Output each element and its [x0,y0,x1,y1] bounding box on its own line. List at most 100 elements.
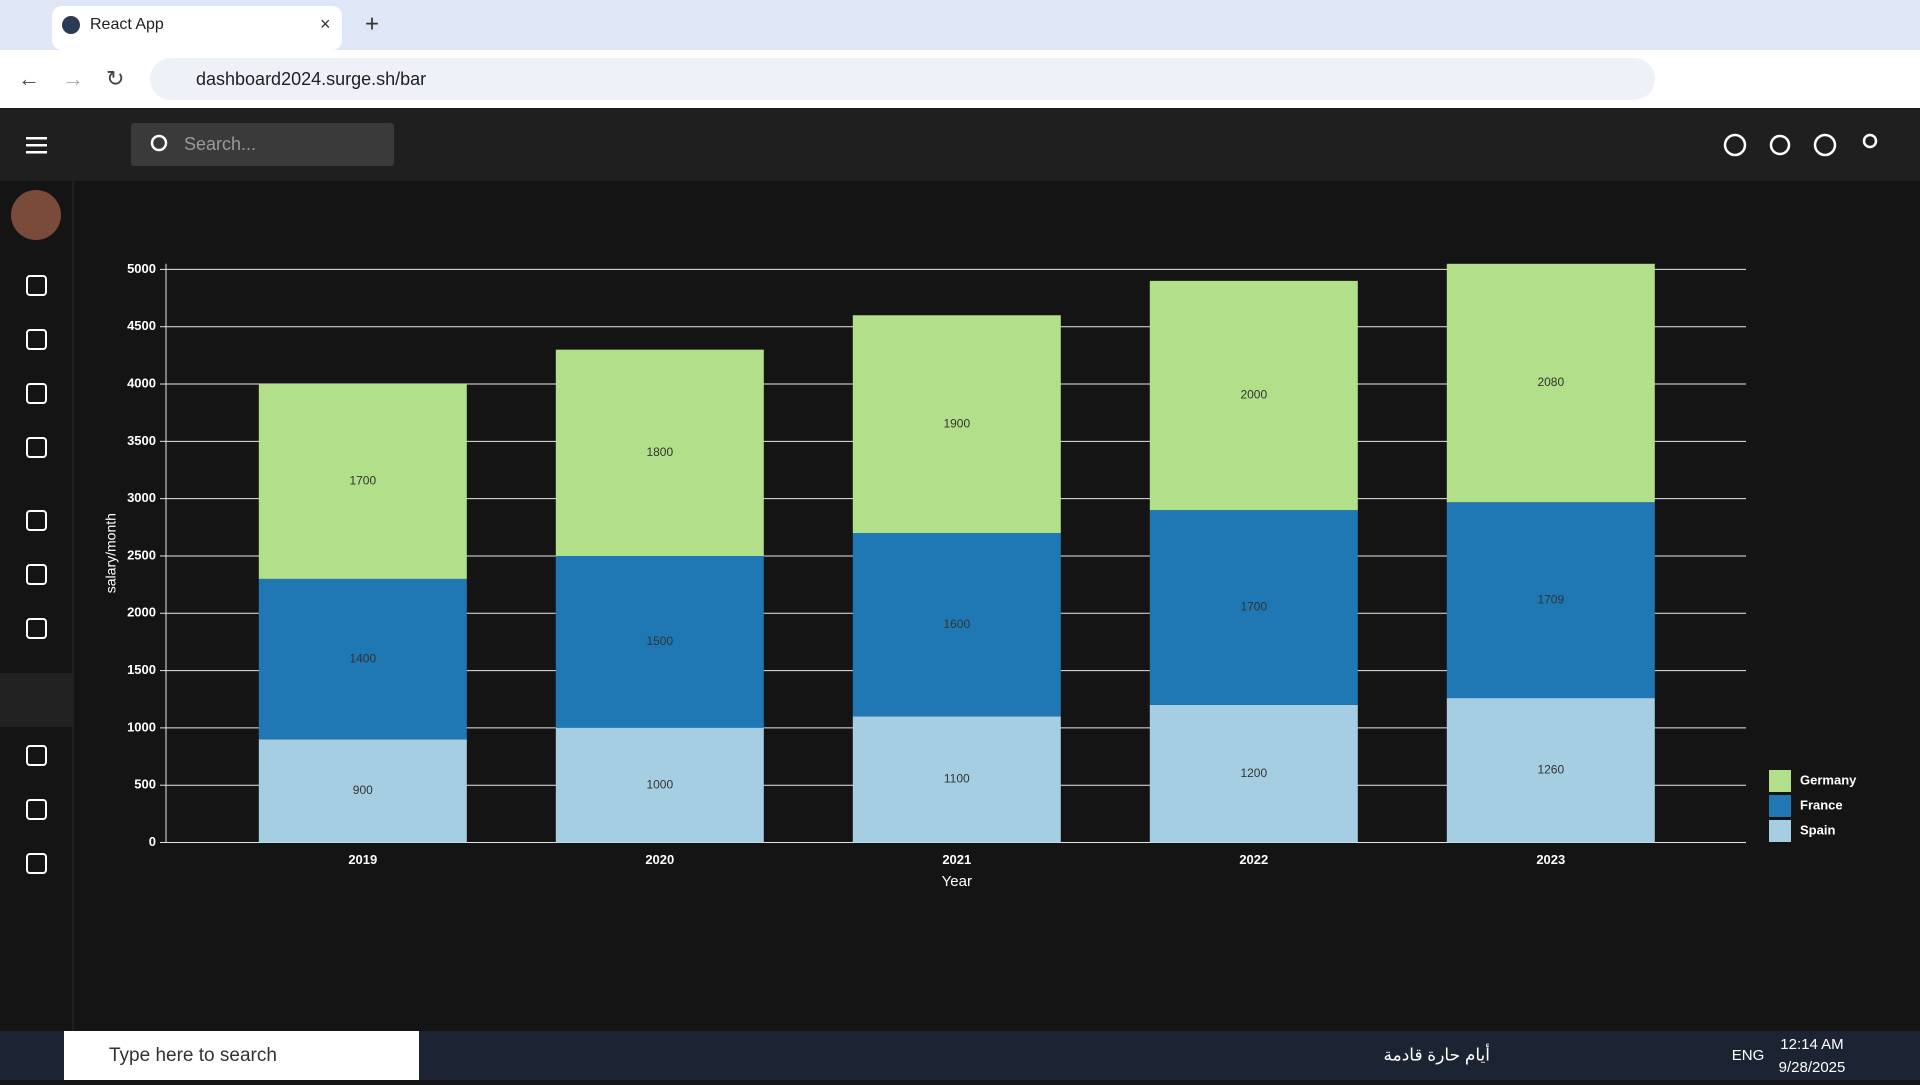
profile[interactable] [1862,133,1878,149]
nav-item[interactable] [26,510,47,531]
url: dashboard2024.surge.sh/bar [196,69,426,89]
bar-segment [258,578,467,740]
bar-segment [852,315,1061,534]
nav-item[interactable] [26,329,47,350]
value-label: 1700 [1240,600,1267,614]
legend-swatch [1769,770,1791,792]
nav-item[interactable] [26,437,47,458]
y-tick-label: 3500 [127,433,156,448]
value-label: 1800 [646,445,673,459]
y-tick-label: 1000 [127,719,156,734]
reload[interactable]: ↻ [106,66,124,91]
bar-segment [1446,698,1655,843]
bar-segment [852,716,1061,843]
nav-item[interactable] [26,745,47,766]
new-tab[interactable]: + [365,10,379,37]
x-tick-label: 2023 [1536,852,1565,867]
chart: 0 500 1000 1500 2000 2500 3000 3500 4000 4500 5000… [103,261,1857,890]
nav-icon [26,510,47,531]
value-label: 1700 [349,474,376,488]
menu-button[interactable] [26,137,47,154]
y-tick-label: 4000 [127,375,156,390]
nav-icon [26,275,47,296]
nav-item[interactable] [26,618,47,639]
theme-toggle[interactable] [1723,133,1747,157]
menu-line [26,137,47,140]
value-label: 1900 [943,416,970,430]
taskbar-search[interactable] [64,1031,419,1080]
menu-line [26,144,47,147]
nav-item[interactable] [26,383,47,404]
nav-icon [26,329,47,350]
legend-label: Spain [1800,822,1835,837]
bar-segment [852,533,1061,717]
x-tick-label: 2021 [942,852,971,867]
nav-item[interactable] [26,853,47,874]
nav-icon [26,618,47,639]
bar-segment [1149,704,1358,843]
bar-segment [555,727,764,843]
bar-segment [1149,280,1358,511]
weather: أيام حارة قادمة [1383,1043,1490,1064]
y-tick-label: 4500 [127,318,156,333]
y-axis-label: salary/month [103,513,119,593]
value-label: 1400 [349,651,376,665]
nav-icon [26,799,47,820]
tab-close[interactable]: × [320,14,331,34]
nav-icon [26,853,47,874]
settings[interactable] [1813,133,1837,157]
bar-segment [1149,510,1358,705]
y-tick-label: 3000 [127,490,156,505]
back[interactable]: ← [18,66,40,91]
bar-segment [258,739,467,843]
forward[interactable]: → [62,66,84,91]
x-axis-label: Year [942,873,972,890]
nav-icon [26,564,47,585]
sidebar [0,181,73,1031]
notifications[interactable] [1769,134,1791,156]
active-nav [0,673,73,727]
value-label: 1100 [944,772,970,786]
clock-time: 12:14 AM [1780,1036,1843,1053]
taskbar-search-text: Type here to search [109,1045,277,1066]
search-placeholder: Search... [184,134,256,154]
tab-title: React App [90,16,164,33]
avatar [11,190,61,240]
legend-label: Germany [1800,772,1857,787]
legend-label: France [1800,797,1843,812]
value-label: 1709 [1537,592,1564,606]
value-label: 1200 [1240,766,1267,780]
tab-icon [62,16,80,34]
nav-item[interactable] [26,799,47,820]
legend-swatch [1769,820,1791,842]
value-label: 2000 [1240,388,1267,402]
nav-item[interactable] [26,275,47,296]
menu-line [26,151,47,154]
y-tick-label: 2500 [127,547,156,562]
nav-icon [26,745,47,766]
x-tick-label: 2019 [348,852,377,867]
legend-swatch [1769,795,1791,817]
bar-segment [555,349,764,556]
nav-icon [26,437,47,458]
value-label: 1600 [943,617,970,631]
address-bar[interactable] [150,58,1655,100]
value-label: 2080 [1537,375,1564,389]
x-tick-label: 2020 [645,852,674,867]
bar-segment [555,555,764,728]
bar-segment [1446,502,1655,699]
y-tick-label: 2000 [127,605,156,620]
tab[interactable] [52,6,342,50]
search-icon [150,134,168,152]
y-tick-label: 0 [149,834,156,849]
value-label: 1000 [646,777,673,791]
nav-item[interactable] [26,564,47,585]
search-box[interactable] [131,123,394,166]
value-label: 900 [353,783,373,797]
y-tick-label: 5000 [127,261,156,276]
x-tick-label: 2022 [1239,852,1268,867]
y-tick-label: 500 [134,777,156,792]
bar-segment [258,384,467,579]
